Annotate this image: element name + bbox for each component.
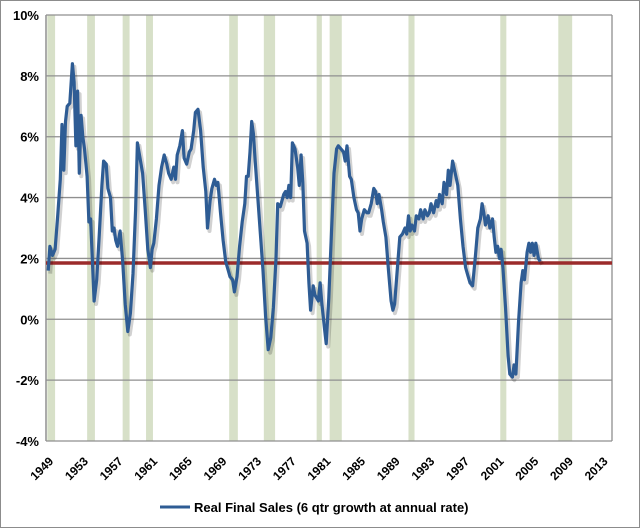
- y-tick-label: -4%: [16, 434, 40, 449]
- legend-label: Real Final Sales (6 qtr growth at annual…: [194, 500, 469, 515]
- recession-bar: [558, 15, 573, 441]
- y-tick-label: 10%: [13, 8, 39, 23]
- y-tick-label: 6%: [20, 130, 39, 145]
- x-tick-label: 2001: [478, 454, 507, 483]
- x-tick-label: 2009: [547, 454, 576, 483]
- x-tick-label: 1949: [28, 454, 57, 483]
- axes: [45, 15, 613, 441]
- x-tick-label: 2013: [582, 454, 611, 483]
- y-tick-label: 4%: [20, 191, 39, 206]
- y-tick-label: 0%: [20, 312, 39, 327]
- x-tick-label: 1969: [201, 454, 230, 483]
- x-tick-label: 1957: [97, 454, 126, 483]
- recession-bar: [329, 15, 342, 441]
- recession-bar: [316, 15, 322, 441]
- series-line-real-final-sales: [46, 62, 542, 379]
- recession-bar: [47, 15, 56, 441]
- y-tick-labels: 10% 8% 6% 4% 2% 0% -2% -4%: [13, 8, 39, 449]
- recession-bar: [122, 15, 130, 441]
- legend: Real Final Sales (6 qtr growth at annual…: [160, 500, 469, 515]
- x-tick-label: 2005: [513, 454, 542, 483]
- x-tick-label: 1977: [270, 454, 299, 483]
- x-tick-label: 1973: [235, 454, 264, 483]
- y-tick-label: 2%: [20, 251, 39, 266]
- recession-bar: [500, 15, 507, 441]
- x-tick-label: 1961: [131, 454, 160, 483]
- x-tick-labels: 1949 1953 1957 1961 1965 1969 1973 1977 1981 1985…: [28, 454, 611, 483]
- series-group: [46, 62, 544, 383]
- recession-bar: [229, 15, 238, 441]
- y-tick-label: 8%: [20, 69, 39, 84]
- x-tick-label: 1965: [166, 454, 195, 483]
- x-tick-label: 1981: [305, 454, 334, 483]
- x-tick-label: 1989: [374, 454, 403, 483]
- grid-lines: [46, 14, 612, 442]
- x-tick-label: 1997: [443, 454, 472, 483]
- x-tick-label: 1953: [62, 454, 91, 483]
- recession-bar: [146, 15, 153, 441]
- recession-bar: [263, 15, 276, 441]
- x-tick-label: 1985: [339, 454, 368, 483]
- x-tick-label: 1993: [409, 454, 438, 483]
- y-tick-label: -2%: [16, 373, 40, 388]
